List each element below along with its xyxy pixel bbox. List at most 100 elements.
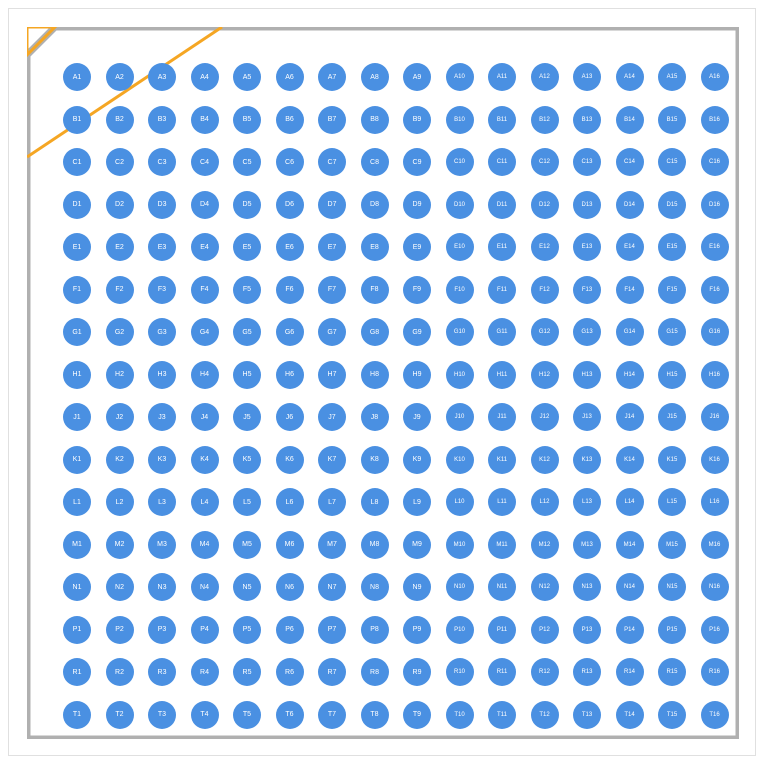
pin: N11 <box>488 573 516 601</box>
pin: T12 <box>531 701 559 729</box>
pin: G7 <box>318 318 346 346</box>
pin: P4 <box>191 616 219 644</box>
pin: H14 <box>616 361 644 389</box>
pin: D12 <box>531 191 559 219</box>
pin: H4 <box>191 361 219 389</box>
pin: B6 <box>276 106 304 134</box>
pin: E15 <box>658 233 686 261</box>
pin: M14 <box>616 531 644 559</box>
pin: H6 <box>276 361 304 389</box>
pin: L1 <box>63 488 91 516</box>
pin: H12 <box>531 361 559 389</box>
pin: H7 <box>318 361 346 389</box>
pin: T4 <box>191 701 219 729</box>
pin: H11 <box>488 361 516 389</box>
pin: E11 <box>488 233 516 261</box>
pin: D15 <box>658 191 686 219</box>
pin: B13 <box>573 106 601 134</box>
pin: T2 <box>106 701 134 729</box>
pin: F13 <box>573 276 601 304</box>
pin: K8 <box>361 446 389 474</box>
pin: G10 <box>446 318 474 346</box>
pin: C13 <box>573 148 601 176</box>
pin: C10 <box>446 148 474 176</box>
pin: J13 <box>573 403 601 431</box>
pin: G5 <box>233 318 261 346</box>
pin: A7 <box>318 63 346 91</box>
pin: J9 <box>403 403 431 431</box>
pin: E5 <box>233 233 261 261</box>
pin: G9 <box>403 318 431 346</box>
pin: N5 <box>233 573 261 601</box>
pin: B7 <box>318 106 346 134</box>
pin: K16 <box>701 446 729 474</box>
pin: D11 <box>488 191 516 219</box>
pin: A10 <box>446 63 474 91</box>
pin: T14 <box>616 701 644 729</box>
pin: J16 <box>701 403 729 431</box>
pin: P2 <box>106 616 134 644</box>
pin: F15 <box>658 276 686 304</box>
pin: H9 <box>403 361 431 389</box>
pin: K14 <box>616 446 644 474</box>
pin: B8 <box>361 106 389 134</box>
pin: D6 <box>276 191 304 219</box>
pin: P11 <box>488 616 516 644</box>
pin: B11 <box>488 106 516 134</box>
pin: A5 <box>233 63 261 91</box>
pin: A6 <box>276 63 304 91</box>
pin: A1 <box>63 63 91 91</box>
pin: C7 <box>318 148 346 176</box>
pin: D10 <box>446 191 474 219</box>
pin: L14 <box>616 488 644 516</box>
pin: G1 <box>63 318 91 346</box>
pin: B1 <box>63 106 91 134</box>
pin: D14 <box>616 191 644 219</box>
pin: B9 <box>403 106 431 134</box>
pin: N6 <box>276 573 304 601</box>
pin: E1 <box>63 233 91 261</box>
pin: C12 <box>531 148 559 176</box>
pin: T9 <box>403 701 431 729</box>
pin: M7 <box>318 531 346 559</box>
pin: R8 <box>361 658 389 686</box>
pin: R11 <box>488 658 516 686</box>
diagram-container: A1A2A3A4A5A6A7A8A9A10A11A12A13A14A15A16B… <box>8 8 756 756</box>
pin: R9 <box>403 658 431 686</box>
pin: E2 <box>106 233 134 261</box>
pin: M16 <box>701 531 729 559</box>
pin: R4 <box>191 658 219 686</box>
pin: L15 <box>658 488 686 516</box>
pin: J10 <box>446 403 474 431</box>
pin: D1 <box>63 191 91 219</box>
pin: J7 <box>318 403 346 431</box>
pin: D9 <box>403 191 431 219</box>
pin: P15 <box>658 616 686 644</box>
pin: D13 <box>573 191 601 219</box>
pin: A15 <box>658 63 686 91</box>
pin: C16 <box>701 148 729 176</box>
pin: B16 <box>701 106 729 134</box>
pin: T16 <box>701 701 729 729</box>
pin: D8 <box>361 191 389 219</box>
pin: F6 <box>276 276 304 304</box>
pin: N10 <box>446 573 474 601</box>
pin: B4 <box>191 106 219 134</box>
pin: K2 <box>106 446 134 474</box>
pin: P5 <box>233 616 261 644</box>
pin: F7 <box>318 276 346 304</box>
pin: A12 <box>531 63 559 91</box>
pin: R12 <box>531 658 559 686</box>
pin: L9 <box>403 488 431 516</box>
pin: A3 <box>148 63 176 91</box>
pin: F2 <box>106 276 134 304</box>
pin: A11 <box>488 63 516 91</box>
pin: K7 <box>318 446 346 474</box>
pin: D2 <box>106 191 134 219</box>
pin: A4 <box>191 63 219 91</box>
pin: N14 <box>616 573 644 601</box>
pin: P8 <box>361 616 389 644</box>
pin: K3 <box>148 446 176 474</box>
pin: P13 <box>573 616 601 644</box>
pin: K11 <box>488 446 516 474</box>
